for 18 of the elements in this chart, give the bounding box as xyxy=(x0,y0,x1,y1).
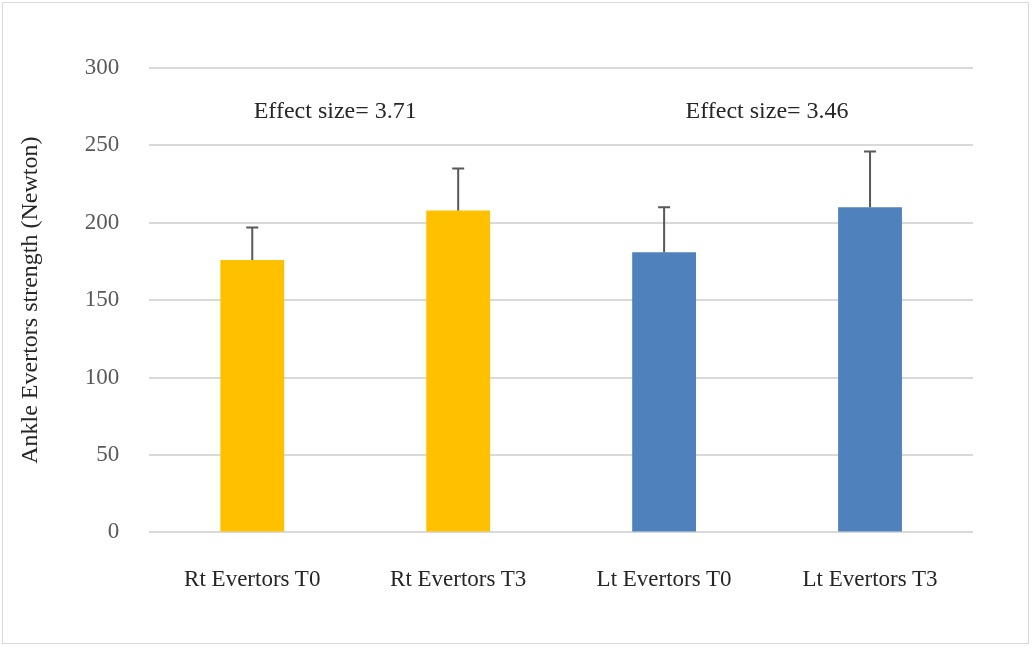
y-tick-label: 150 xyxy=(84,286,120,312)
bar xyxy=(632,252,697,532)
y-axis-title: Ankle Evertors strength (Newton) xyxy=(15,136,42,464)
y-tick-label: 100 xyxy=(84,363,120,389)
x-tick-label: Lt Evertors T0 xyxy=(596,566,732,592)
y-tick-label: 250 xyxy=(84,131,120,157)
x-tick-label: Rt Evertors T3 xyxy=(390,566,527,592)
annotation: Effect size= 3.46 xyxy=(685,96,849,123)
bar xyxy=(426,210,491,532)
y-tick-label: 50 xyxy=(96,441,120,467)
x-tick-label: Lt Evertors T3 xyxy=(802,566,938,592)
y-tick-label: 0 xyxy=(107,518,120,544)
y-tick-label: 300 xyxy=(84,54,120,80)
y-tick-label: 200 xyxy=(84,208,120,234)
bar xyxy=(220,259,285,532)
annotation: Effect size= 3.71 xyxy=(253,96,417,123)
x-tick-label: Rt Evertors T0 xyxy=(184,566,321,592)
bar xyxy=(838,207,902,532)
